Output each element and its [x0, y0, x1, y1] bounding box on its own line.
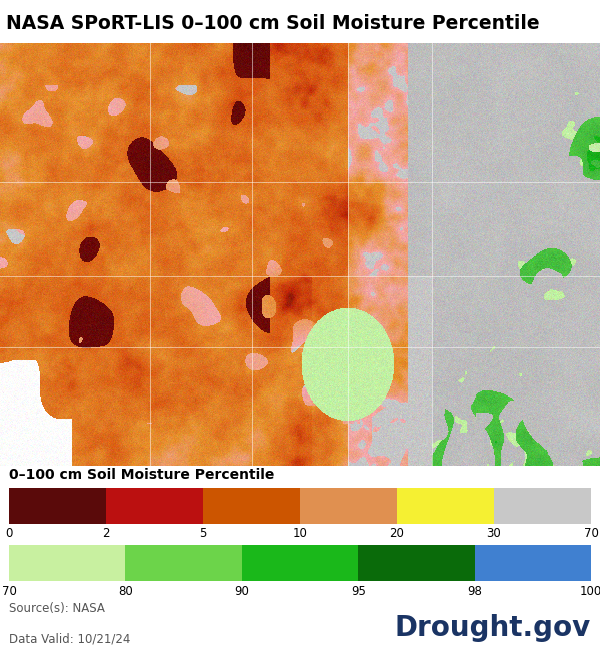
Bar — [9, 488, 106, 524]
Text: 2: 2 — [102, 527, 110, 540]
Text: 30: 30 — [487, 527, 502, 540]
Bar — [358, 545, 475, 581]
Text: Data Valid: 10/21/24: Data Valid: 10/21/24 — [9, 633, 130, 646]
Text: NASA SPoRT-LIS 0–100 cm Soil Moisture Percentile: NASA SPoRT-LIS 0–100 cm Soil Moisture Pe… — [6, 14, 539, 33]
Text: Source(s): NASA: Source(s): NASA — [9, 602, 105, 615]
Bar — [397, 488, 494, 524]
Bar — [494, 488, 591, 524]
Text: 5: 5 — [199, 527, 206, 540]
Bar — [242, 545, 358, 581]
Text: 98: 98 — [467, 585, 482, 598]
Text: 0: 0 — [5, 527, 13, 540]
Bar — [475, 545, 591, 581]
Text: 100: 100 — [580, 585, 600, 598]
Bar — [300, 488, 397, 524]
Text: Drought.gov: Drought.gov — [395, 613, 591, 642]
Text: 10: 10 — [293, 527, 307, 540]
Text: 70: 70 — [2, 585, 16, 598]
Bar — [9, 545, 125, 581]
Bar — [203, 488, 300, 524]
Text: 0–100 cm Soil Moisture Percentile: 0–100 cm Soil Moisture Percentile — [9, 469, 274, 483]
Text: 90: 90 — [235, 585, 249, 598]
Bar — [125, 545, 242, 581]
Bar — [106, 488, 203, 524]
Text: 70: 70 — [584, 527, 598, 540]
Text: 20: 20 — [389, 527, 404, 540]
Text: 95: 95 — [351, 585, 365, 598]
Text: 80: 80 — [118, 585, 133, 598]
